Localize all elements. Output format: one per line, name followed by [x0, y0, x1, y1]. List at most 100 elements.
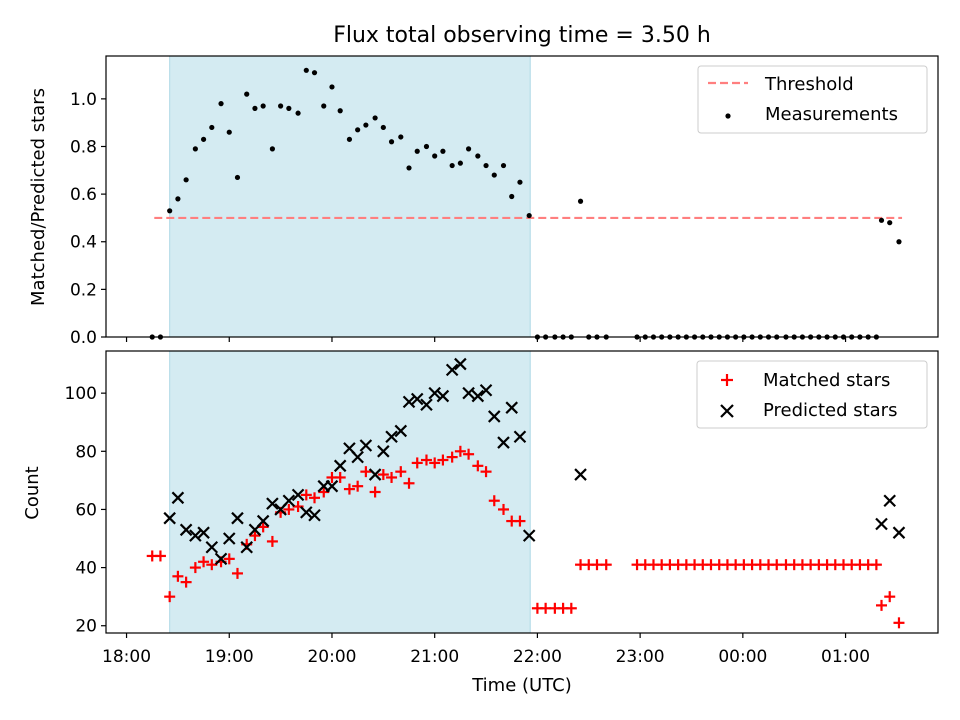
- matched-star-point: [600, 559, 612, 571]
- measurement-point: [577, 198, 584, 204]
- cross-b: [487, 410, 501, 423]
- cross-b: [343, 442, 356, 455]
- bottom-x-axis-label: Time (UTC): [471, 675, 572, 696]
- matched-star-point: [591, 559, 603, 571]
- measurement-point: [414, 148, 420, 154]
- matched-star-point: [514, 515, 526, 527]
- predicted-star-point: [300, 506, 313, 519]
- matched-star-point: [437, 454, 449, 466]
- predicted-star-point: [325, 479, 339, 493]
- matched-star-point: [876, 599, 888, 611]
- matched-star-point: [154, 550, 166, 562]
- predicted-star-point: [282, 494, 296, 507]
- predicted-star-point: [420, 398, 433, 412]
- figure-title: Flux total observing time = 3.50 h: [333, 23, 711, 48]
- predicted-star-point: [436, 389, 450, 403]
- cross-b: [402, 395, 416, 409]
- cross-b: [454, 357, 467, 371]
- measurement-point: [475, 153, 481, 159]
- cross-b: [420, 398, 433, 412]
- measurement-point: [192, 146, 198, 152]
- predicted-star-point: [333, 459, 347, 473]
- cross-b: [291, 488, 305, 502]
- cross-b: [359, 439, 373, 452]
- x-tick-label: 23:00: [616, 647, 665, 667]
- predicted-star-point: [497, 436, 510, 449]
- matched-star-point: [189, 562, 201, 574]
- x-tick-label: 19:00: [205, 647, 254, 667]
- predicted-star-point: [266, 497, 279, 510]
- measurement-point: [380, 124, 386, 131]
- measurement-point: [218, 101, 224, 107]
- measurement-point: [295, 110, 301, 116]
- x-tick-label: 21:00: [410, 647, 459, 667]
- predicted-star-point: [222, 532, 236, 545]
- y-tick-label: 0.2: [70, 280, 97, 300]
- predicted-star-point: [231, 511, 244, 525]
- predicted-star-point: [189, 529, 202, 542]
- bottom-y-axis: 20 40 60 80 100: [65, 384, 106, 637]
- cross-b: [282, 494, 296, 507]
- measurement-point: [388, 139, 395, 145]
- measurement-point: [209, 124, 215, 131]
- y-tick-label: 0.8: [70, 137, 97, 157]
- predicted-star-point: [351, 450, 364, 464]
- measurement-point: [432, 153, 438, 159]
- measurement-point: [526, 212, 532, 219]
- top-panel: 0.0 0.2 0.4 0.6 0.8 1.0 Matched/Predicted sta…: [28, 55, 939, 348]
- predicted-star-point: [574, 468, 587, 481]
- predicted-star-point: [197, 526, 210, 539]
- matched-star-point: [463, 448, 475, 460]
- matched-stars-series: [146, 445, 905, 629]
- top-axes-frame: [105, 55, 939, 338]
- predicted-star-point: [163, 511, 176, 525]
- y-tick-label: 80: [75, 442, 97, 462]
- cross-b: [462, 386, 475, 400]
- cross-b: [479, 383, 493, 397]
- matched-star-point: [395, 466, 407, 478]
- cross-b: [368, 468, 382, 481]
- predicted-star-point: [359, 439, 373, 452]
- cross-b: [163, 511, 176, 525]
- cross-b: [351, 450, 364, 464]
- cross-b: [325, 479, 339, 493]
- predicted-star-point: [505, 401, 519, 414]
- cross-b: [410, 392, 424, 406]
- predicted-star-point: [428, 386, 441, 400]
- x-tick-label: 20:00: [307, 647, 356, 667]
- predicted-star-point: [522, 529, 536, 542]
- measurement-point: [167, 208, 173, 214]
- top-legend-box: [697, 65, 928, 134]
- matched-star-point: [472, 460, 484, 472]
- measurement-point: [329, 84, 335, 90]
- cross-b: [179, 523, 193, 537]
- cross-b: [385, 430, 398, 444]
- predicted-star-point: [256, 514, 270, 528]
- matched-star-point: [172, 570, 184, 582]
- measurement-point: [457, 160, 463, 166]
- matched-star-point: [386, 471, 398, 483]
- cross-b: [308, 508, 321, 522]
- x-tick-label: 18:00: [102, 647, 151, 667]
- predicted-star-point: [462, 386, 475, 400]
- y-tick-label: 20: [75, 617, 97, 637]
- measurement-point: [406, 165, 412, 171]
- predicted-star-point: [410, 392, 424, 406]
- cross-b: [892, 526, 906, 539]
- matched-star-point: [343, 483, 355, 495]
- predicted-star-point: [368, 468, 382, 481]
- y-tick-label: 1.0: [70, 90, 97, 110]
- cross-b: [428, 386, 441, 400]
- matched-star-point: [266, 535, 278, 547]
- measurement-point: [398, 134, 404, 140]
- matched-star-point: [884, 591, 896, 603]
- predicted-star-point: [402, 395, 416, 409]
- matched-star-point: [257, 521, 269, 533]
- bottom-x-axis: 18:00 19:00 20:00 21:00 22:00 23:00 00:00 01:00: [102, 633, 870, 667]
- measurement-point: [887, 220, 893, 226]
- bottom-panel: 20 40 60 80 100 18:00 19:00 20:00 21:00 22:00 23:…: [22, 350, 939, 696]
- y-tick-label: 40: [75, 559, 97, 579]
- measurement-point: [896, 239, 902, 245]
- matched-star-point: [223, 553, 235, 565]
